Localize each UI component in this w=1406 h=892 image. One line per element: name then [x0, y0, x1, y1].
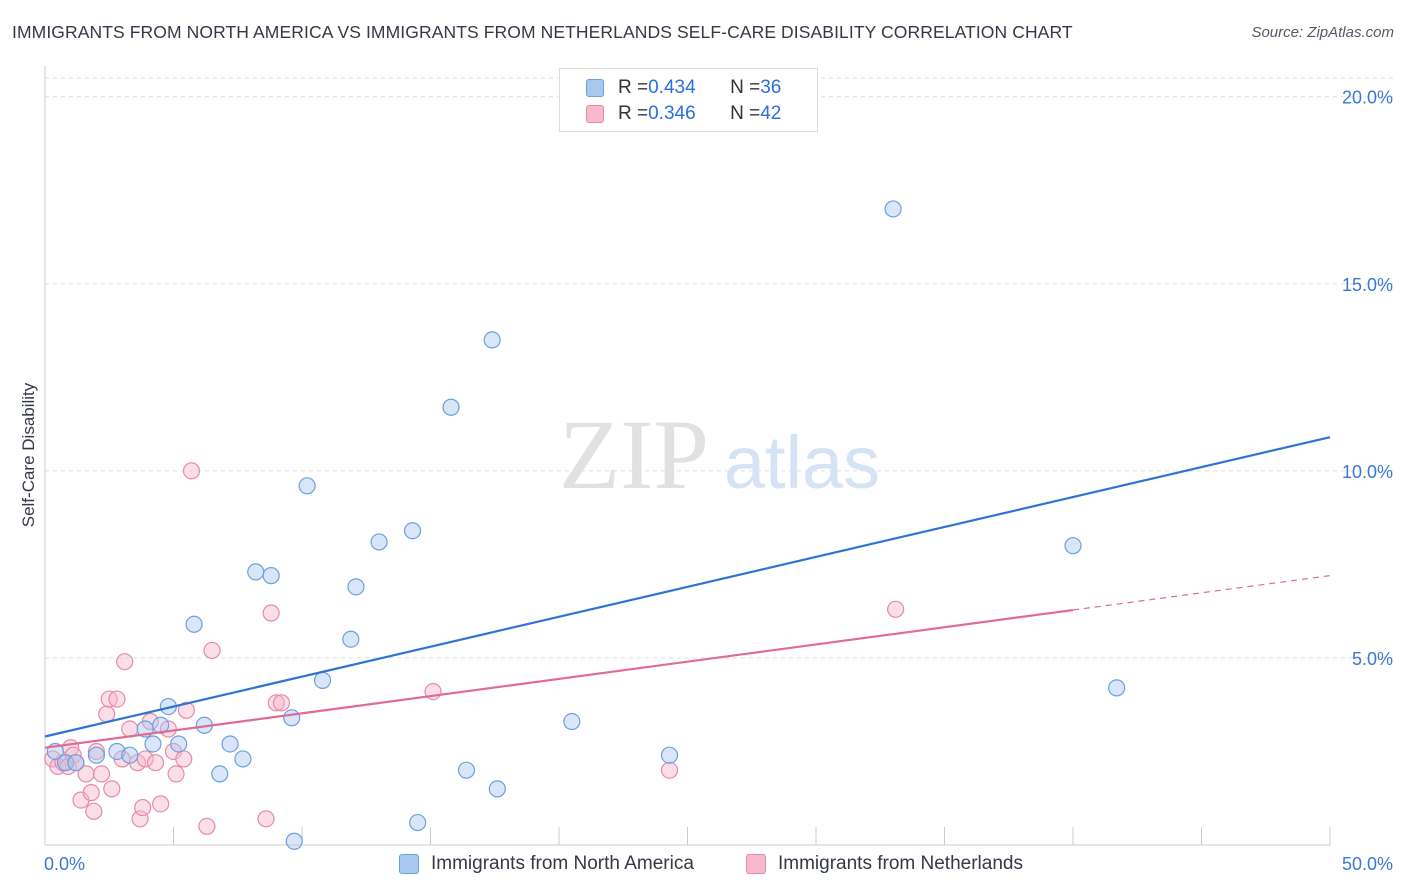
x-tick-label: 0.0%: [44, 854, 85, 874]
series-legend-north-america: Immigrants from North America: [399, 852, 694, 876]
netherlands-point: [116, 653, 134, 671]
y-tick-label: 15.0%: [1342, 275, 1393, 295]
legend-n-label: N =: [730, 77, 761, 98]
netherlands-point: [92, 765, 111, 783]
legend-swatch-netherlands: [586, 105, 604, 123]
netherlands-point: [85, 802, 103, 820]
series-legend-netherlands: Immigrants from Netherlands: [746, 852, 1023, 876]
netherlands-trend-line-extension: [1072, 575, 1331, 611]
north-america-point: [234, 750, 252, 768]
trend-lines: [44, 436, 1331, 749]
netherlands-point: [182, 462, 201, 480]
legend-r-label: R =: [618, 103, 649, 124]
netherlands-point: [203, 641, 221, 660]
north-america-point: [342, 630, 360, 648]
y-tick-label: 5.0%: [1352, 649, 1393, 669]
north-america-point: [483, 331, 501, 349]
legend-r-label: R =: [618, 77, 649, 98]
north-america-point: [144, 735, 162, 753]
netherlands-point: [87, 742, 106, 761]
netherlands-point: [167, 765, 185, 783]
series-swatch-north-america: [399, 854, 419, 874]
watermark: ZIP atlas: [559, 399, 880, 510]
netherlands-trend-line: [44, 608, 1074, 749]
north-america-point: [563, 712, 581, 731]
north-america-point: [370, 533, 388, 551]
chart-title: IMMIGRANTS FROM NORTH AMERICA VS IMMIGRA…: [12, 22, 1073, 42]
y-axis-label: Self-Care Disability: [19, 382, 38, 527]
legend-row-north-america: R = 0.434 N = 36: [586, 76, 781, 100]
north-america-point: [285, 832, 303, 850]
axes: [44, 66, 1331, 846]
source-label: Source: ZipAtlas.com: [1251, 24, 1394, 41]
north-america-point: [87, 746, 106, 764]
north-america-point: [121, 746, 139, 764]
netherlands-point: [152, 795, 170, 813]
series-swatch-netherlands: [746, 854, 766, 874]
netherlands-point: [257, 810, 275, 828]
netherlands-point: [887, 600, 905, 618]
north-america-point: [170, 735, 188, 753]
north-america-point: [108, 742, 126, 761]
north-america-point: [262, 567, 280, 585]
netherlands-point: [98, 705, 116, 723]
north-america-point: [347, 578, 365, 596]
netherlands-point: [175, 750, 193, 768]
netherlands-point: [177, 701, 195, 719]
watermark-zip: ZIP: [559, 399, 709, 510]
legend-r-value: 0.434: [648, 77, 696, 98]
correlation-legend: R = 0.434 N = 36 R = 0.346 N = 42: [559, 68, 818, 132]
north-america-point: [1108, 679, 1126, 697]
north-america-point: [660, 746, 679, 764]
north-america-point: [457, 761, 476, 779]
north-america-point: [884, 200, 902, 218]
netherlands-point: [82, 784, 100, 802]
data-points: [44, 200, 1126, 850]
north-america-point: [442, 398, 460, 416]
netherlands-point: [146, 754, 165, 772]
north-america-point: [409, 813, 427, 832]
netherlands-point: [103, 780, 121, 798]
series-label-netherlands: Immigrants from Netherlands: [778, 853, 1023, 874]
series-label-north-america: Immigrants from North America: [431, 853, 694, 874]
netherlands-point: [262, 604, 280, 622]
north-america-trend-line: [44, 436, 1331, 738]
netherlands-point: [272, 694, 291, 712]
north-america-point: [247, 563, 265, 581]
netherlands-point: [134, 798, 152, 817]
north-america-point: [1064, 537, 1082, 555]
legend-row-netherlands: R = 0.346 N = 42: [586, 102, 781, 126]
legend-n-label: N =: [730, 103, 761, 124]
north-america-point: [488, 780, 506, 798]
legend-n-value: 42: [760, 103, 782, 124]
netherlands-point: [198, 817, 216, 835]
netherlands-point: [660, 761, 679, 779]
netherlands-point: [267, 694, 285, 712]
legend-r-value: 0.346: [648, 103, 696, 124]
north-america-point: [403, 522, 422, 540]
north-america-point: [313, 671, 332, 689]
north-america-point: [67, 754, 85, 772]
north-america-point: [283, 709, 301, 727]
north-america-point: [221, 735, 239, 753]
legend-swatch-north-america: [586, 79, 604, 97]
legend-n-value: 36: [760, 77, 782, 98]
netherlands-point: [108, 690, 126, 708]
north-america-point: [298, 477, 316, 495]
watermark-atlas: atlas: [724, 421, 880, 504]
tick-labels: 5.0% 10.0% 15.0% 20.0% 0.0% 50.0%: [44, 88, 1393, 874]
north-america-point: [185, 615, 203, 633]
north-america-point: [211, 765, 229, 783]
netherlands-point: [131, 810, 149, 828]
y-tick-label: 20.0%: [1342, 88, 1393, 108]
y-tick-label: 10.0%: [1342, 462, 1393, 482]
x-tick-label: 50.0%: [1342, 854, 1393, 874]
